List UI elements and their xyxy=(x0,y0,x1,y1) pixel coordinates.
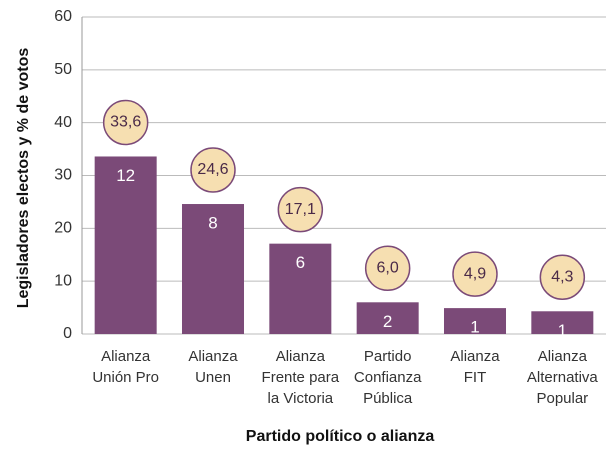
percent-badge xyxy=(190,147,236,193)
x-tick-label: Frente para xyxy=(262,369,340,386)
bar xyxy=(356,302,419,334)
y-tick-label: 0 xyxy=(63,325,72,342)
seats-label: 1 xyxy=(470,318,479,337)
bar xyxy=(269,243,332,334)
y-tick-label: 50 xyxy=(54,61,72,78)
value-label: 17,1 xyxy=(285,201,316,218)
percent-badge xyxy=(539,254,586,301)
bar xyxy=(94,156,157,334)
x-tick-label: Alianza xyxy=(450,348,500,365)
y-tick-label: 40 xyxy=(54,114,72,131)
value-label: 33,6 xyxy=(110,114,141,131)
value-label: 4,9 xyxy=(464,265,486,282)
x-tick-label: Alianza xyxy=(276,348,326,365)
bar xyxy=(181,204,245,334)
seats-label: 6 xyxy=(296,253,305,272)
x-tick-label: Unión Pro xyxy=(92,369,159,386)
y-tick-label: 30 xyxy=(54,167,72,184)
x-tick-label: Popular xyxy=(536,390,588,407)
value-label: 6,0 xyxy=(377,260,399,277)
x-tick-label: FIT xyxy=(464,369,487,386)
seats-label: 12 xyxy=(116,166,135,185)
x-tick-label: Alianza xyxy=(188,348,238,365)
seats-label: 2 xyxy=(383,312,392,331)
seats-label: 8 xyxy=(208,214,217,233)
value-label: 24,6 xyxy=(197,161,228,178)
percent-badge xyxy=(277,186,324,233)
y-tick-label: 20 xyxy=(54,220,72,237)
x-tick-label: la Victoria xyxy=(268,390,334,407)
x-tick-label: Alianza xyxy=(538,348,588,365)
bar xyxy=(531,311,594,334)
seats-label: 1 xyxy=(558,321,567,340)
x-tick-label: Alternativa xyxy=(527,369,599,386)
x-tick-label: Unen xyxy=(195,369,231,386)
x-tick-label: Confianza xyxy=(354,369,422,386)
x-axis-label: Partido político o alianza xyxy=(246,428,435,445)
bar xyxy=(443,308,507,334)
percent-badge xyxy=(102,99,149,146)
y-tick-label: 10 xyxy=(54,272,72,289)
x-tick-label: Partido xyxy=(364,348,412,365)
percent-badge xyxy=(364,245,411,292)
y-tick-label: 60 xyxy=(54,8,72,25)
percent-badge xyxy=(452,251,498,297)
value-label: 4,3 xyxy=(551,269,573,286)
y-axis-label: Legisladores electos y % de votos xyxy=(15,48,32,309)
x-tick-label: Alianza xyxy=(101,348,151,365)
x-tick-label: Pública xyxy=(363,390,413,407)
